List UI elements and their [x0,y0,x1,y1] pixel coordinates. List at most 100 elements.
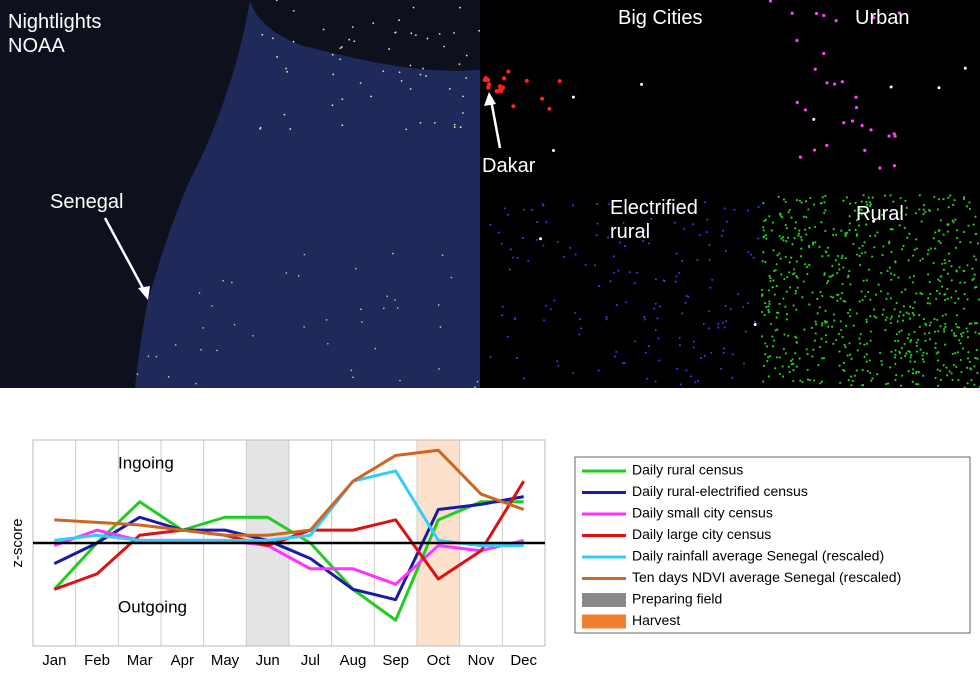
x-tick-label: Jul [301,652,320,669]
map-dot [957,378,960,382]
map-dot [654,278,657,281]
map-dot [974,215,977,218]
map-dot [769,277,772,280]
map-dot [793,237,796,240]
map-label: Urban [855,7,910,29]
map-dot [958,266,961,269]
map-dot [722,351,725,354]
map-dot [947,252,951,255]
map-dot [767,311,771,314]
map-dot [803,108,808,112]
map-dot [198,292,201,294]
map-dot [400,79,403,82]
map-dot [850,357,853,360]
map-dot [708,244,711,247]
map-dot [954,352,957,355]
map-dot [933,330,937,333]
map-dot [909,360,912,363]
arrow [489,99,502,149]
map-dot [615,304,618,307]
map-dot [800,247,803,250]
map-dot [895,301,898,305]
map-dot [849,375,853,378]
map-dot [341,98,344,101]
map-dot [869,128,873,132]
map-dot [643,315,646,318]
arrow-head [138,286,150,300]
map-dot [818,306,821,309]
map-dot [972,223,975,226]
map-dot [276,56,279,58]
map-dot [410,32,413,35]
map-dot [823,201,826,204]
map-dot [781,236,785,239]
map-dot [973,365,976,368]
map-dot [888,266,891,269]
map-dot [919,292,922,295]
map-dot [703,354,706,357]
map-dot [439,326,442,328]
map-dot [869,298,872,301]
map-dot [659,305,662,308]
map-dot [942,197,945,201]
map-dot [975,349,978,352]
map-dot [947,196,950,199]
map-dot [870,379,873,382]
map-panel [0,0,980,388]
map-dot [784,200,787,204]
map-dot [286,70,288,73]
map-dot [725,320,728,323]
map-dot [722,229,725,232]
map-dot [292,40,295,43]
map-dot [331,53,334,56]
map-dot [963,66,967,70]
map-dot [840,291,844,295]
map-dot [784,223,787,227]
map-dot [911,311,914,315]
map-dot [820,202,823,205]
map-dot [868,204,872,207]
x-tick-label: May [211,652,240,669]
map-dot [717,326,720,329]
map-dot [938,292,941,295]
map-dot [882,245,885,248]
map-dot [513,318,516,321]
map-dot [839,381,842,384]
map-dot [908,333,911,336]
map-dot [859,333,862,336]
map-dot [327,342,329,345]
map-dot [940,275,943,278]
map-dot [889,321,892,325]
map-dot [706,218,709,221]
map-dot [915,247,918,250]
land-west [0,0,250,388]
map-dot [950,279,953,282]
map-dot [857,224,861,227]
map-dot [723,326,726,329]
map-dot [892,200,895,203]
map-dot [958,339,961,342]
map-dot [453,32,455,34]
map-dot [869,203,872,206]
map-dot [792,379,795,383]
x-tick-label: Aug [340,652,367,669]
map-dot [902,314,905,317]
map-dot [875,293,878,296]
map-dot [673,207,676,210]
map-dot [830,325,834,328]
map-dot [770,229,773,232]
map-dot [840,328,843,332]
map-dot [921,358,924,361]
map-dot [966,264,969,267]
map-dot [937,229,940,232]
map-dot [687,295,690,298]
map-dot [814,332,817,335]
map-dot [753,322,757,326]
map-dot [958,326,961,329]
map-label: Rural [856,203,904,225]
map-dot [785,318,788,321]
map-dot [854,105,859,110]
map-dot [578,333,581,336]
map-dot [845,324,848,327]
map-dot [913,330,916,333]
